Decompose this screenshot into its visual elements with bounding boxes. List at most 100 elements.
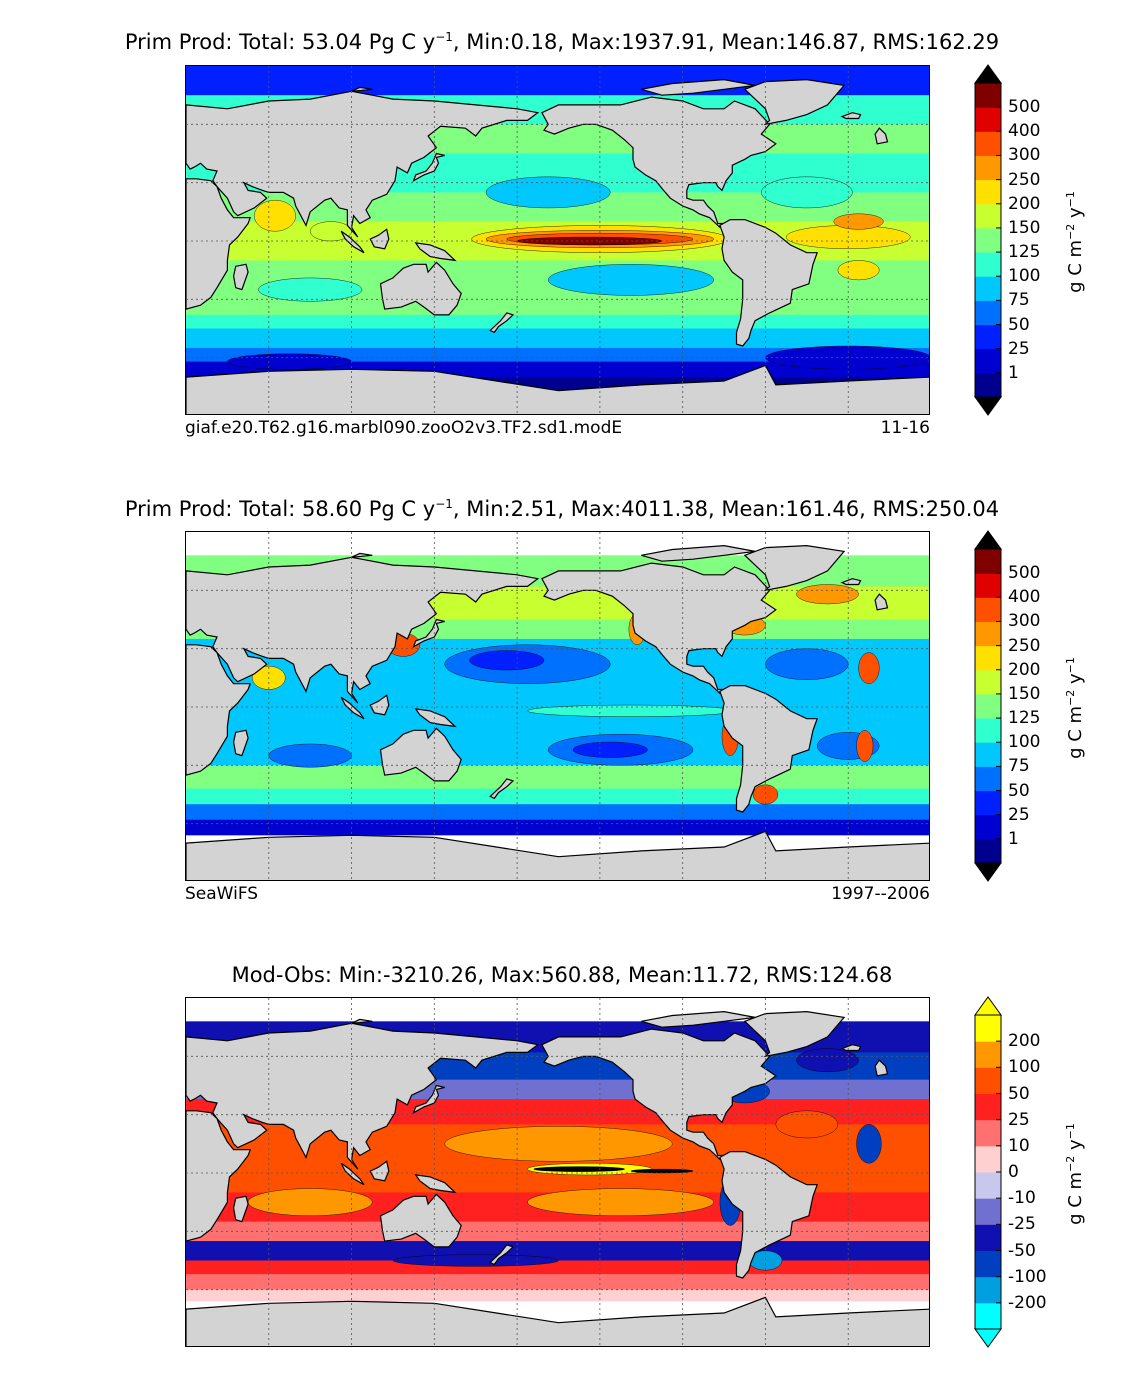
ocean-band: [186, 314, 929, 329]
colorbar-segment: [975, 83, 1001, 108]
land-africa: [186, 178, 252, 310]
colorbar-segment: [975, 348, 1001, 374]
land-newzealand: [489, 312, 515, 334]
colorbar-tick-label: 1: [1008, 362, 1019, 383]
contour-region: [227, 353, 352, 370]
colorbar-tick-label: 200: [1008, 193, 1041, 214]
ocean-band: [186, 804, 929, 821]
colorbar-segment: [975, 300, 1001, 326]
colorbar-tick-label: -100: [1008, 1266, 1047, 1287]
contour-region: [752, 784, 779, 805]
colorbar-segment: [975, 790, 1001, 816]
land-eurasia: [186, 1022, 540, 1170]
contour-region: [856, 730, 874, 762]
colorbar-extend-low: [974, 862, 1002, 882]
contour-region: [533, 1166, 625, 1172]
colorbar-tick-label: -10: [1008, 1188, 1036, 1209]
colorbar-tick-label: 10: [1008, 1135, 1030, 1156]
ocean-band: [186, 765, 929, 790]
land-newzealand: [489, 1244, 515, 1266]
land-greatbritain: [874, 1059, 889, 1077]
land-arctic1: [351, 1018, 373, 1024]
contour-region: [630, 1168, 694, 1174]
colorbar-tick-label: 75: [1008, 756, 1030, 777]
land-sumatra: [340, 230, 365, 254]
colorbar-segment: [975, 1041, 1001, 1068]
colorbar-segment: [975, 742, 1001, 767]
contour-region: [516, 236, 663, 246]
contour-region: [765, 648, 849, 680]
colorbar-segment: [975, 179, 1001, 205]
colorbar-tick-label: 25: [1008, 804, 1030, 825]
colorbar-tick-label: 400: [1008, 587, 1041, 608]
colorbar-tick-label: 500: [1008, 97, 1041, 118]
colorbar-segment: [975, 766, 1001, 792]
land-greatbritain: [874, 127, 889, 145]
colorbar-segment: [975, 1172, 1001, 1199]
colorbar-tick-label: 300: [1008, 611, 1041, 632]
colorbar-tick-label: 25: [1008, 338, 1030, 359]
colorbar-extend-low: [974, 396, 1002, 416]
colorbar-tick-label: 50: [1008, 1083, 1030, 1104]
contour-region: [761, 176, 853, 209]
colorbar-tick-label: 125: [1008, 708, 1041, 729]
land-greenland: [743, 78, 846, 126]
contour-region: [485, 176, 611, 209]
colorbar-unit-label: g C m−2 y−1: [1064, 657, 1086, 759]
colorbar-tick-label: 500: [1008, 563, 1041, 584]
world-map: [186, 998, 929, 1346]
colorbar-segment: [975, 597, 1001, 622]
colorbar-tick-label: 150: [1008, 217, 1041, 238]
land-newguinea: [414, 242, 457, 262]
land-arctic1: [351, 552, 373, 558]
land-newguinea: [414, 708, 457, 728]
colorbar-segment: [975, 573, 1001, 598]
land-borneo: [369, 1160, 390, 1182]
contour-region: [527, 704, 735, 717]
land-greenland: [743, 1010, 846, 1058]
colorbar-tick-label: 75: [1008, 290, 1030, 311]
contour-region: [392, 1254, 559, 1267]
panel-title: Prim Prod: Total: 58.60 Pg C y−1, Min:2.…: [124, 497, 1000, 521]
colorbar-segment: [975, 718, 1001, 743]
land-eurasia: [186, 556, 540, 704]
ocean-band: [186, 819, 929, 836]
caption-left: giaf.e20.T62.g16.marbl090.zooO2v3.TF2.sd…: [185, 418, 623, 438]
land-iceland: [840, 1044, 862, 1052]
contour-region: [247, 1188, 373, 1216]
colorbar-segment: [975, 227, 1001, 253]
colorbar: [974, 64, 1002, 416]
map-plot: [185, 531, 930, 881]
land-australia: [379, 1193, 462, 1248]
panel-title: Mod-Obs: Min:-3210.26, Max:560.88, Mean:…: [231, 963, 893, 987]
colorbar-tick-label: 100: [1008, 1057, 1041, 1078]
land-japan: [412, 1084, 445, 1115]
colorbar-segment: [975, 669, 1001, 695]
colorbar-tick-label: 125: [1008, 242, 1041, 263]
colorbar-tick-label: 50: [1008, 780, 1030, 801]
colorbar-segment: [975, 1015, 1001, 1042]
contour-region: [469, 650, 545, 671]
colorbar-segment: [975, 693, 1001, 719]
contour-region: [258, 277, 363, 302]
colorbar: [974, 996, 1002, 1348]
colorbar-segment: [975, 203, 1001, 229]
colorbar-segment: [975, 1250, 1001, 1278]
land-canadaislands: [641, 544, 756, 562]
colorbar-segment: [975, 131, 1001, 156]
contour-region: [837, 260, 880, 281]
colorbar-segment: [975, 155, 1001, 181]
contour-region: [833, 213, 884, 230]
ocean-band: [186, 1289, 929, 1302]
land-antarctica: [186, 830, 929, 880]
land-antarctica: [186, 1296, 929, 1346]
land-iceland: [840, 112, 862, 120]
colorbar-segment: [975, 1224, 1001, 1251]
contour-region: [254, 199, 296, 232]
caption-right: 1997--2006: [831, 884, 930, 904]
map-plot: [185, 997, 930, 1347]
colorbar-segment: [975, 838, 1001, 864]
colorbar-tick-label: 100: [1008, 732, 1041, 753]
land-newguinea: [414, 1174, 457, 1194]
colorbar-segment: [975, 1093, 1001, 1121]
